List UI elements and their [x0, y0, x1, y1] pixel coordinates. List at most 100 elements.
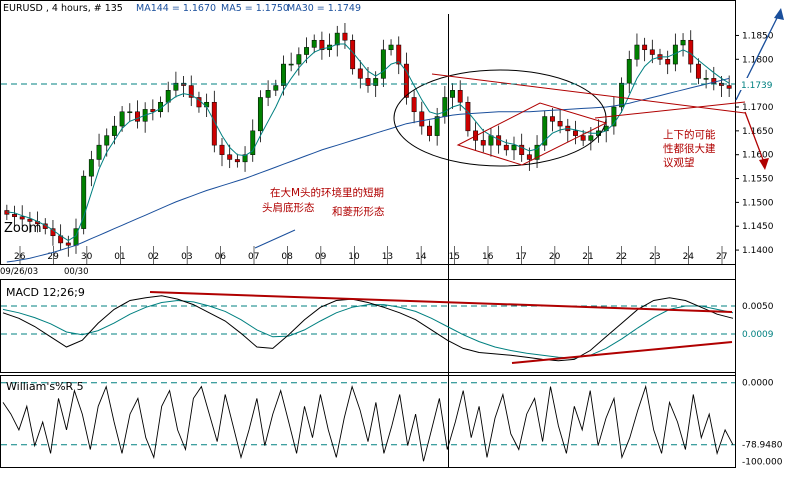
wpr-tick-label: 0.0000 [742, 379, 774, 389]
x-tick-label: 21 [582, 252, 593, 262]
candle-body [442, 97, 448, 117]
wpr-panel-frame [0, 375, 736, 468]
candle-body [711, 78, 717, 84]
x-tick-label: 13 [382, 252, 393, 262]
x-tick-label: 22 [616, 252, 627, 262]
annotation-right-2: 性都很大建 [663, 142, 716, 155]
x-tick-label: 23 [649, 252, 660, 262]
price-panel-frame [0, 0, 736, 265]
candle-body [457, 90, 463, 103]
candle-body [649, 49, 655, 55]
candle-body [549, 116, 555, 122]
candle-body [257, 97, 263, 132]
x-tick-label: 06 [215, 252, 227, 262]
candle-body [411, 97, 417, 113]
candle-body [665, 59, 671, 65]
candle-body [511, 144, 517, 151]
candle-body [334, 32, 340, 46]
candle-body [380, 49, 386, 79]
annotation-left-3: 和菱形形态 [332, 205, 385, 218]
zoom-label[interactable]: Zoom [4, 221, 41, 236]
candle-body [188, 85, 194, 98]
ma30-label: MA30 = 1.1749 [287, 3, 361, 14]
price-tick-label: 1.1800 [742, 55, 774, 65]
wpr-lines [2, 384, 734, 462]
candle-body [135, 111, 140, 122]
x-tick-label: 27 [716, 252, 727, 262]
candle-body [465, 101, 471, 132]
x-tick-label: 02 [148, 252, 159, 262]
candle-body [311, 39, 317, 48]
price-tick-label: 1.1850 [742, 31, 774, 41]
candle-body [557, 121, 563, 127]
candle-body [227, 154, 233, 160]
macd-trend-bottom [511, 341, 733, 364]
candle-body [503, 144, 509, 151]
candle-body [488, 135, 494, 146]
price-tick-label: 1.1600 [742, 151, 774, 161]
annotation-left-1: 在大M头的环境里的短期 [270, 186, 384, 199]
candle-body [288, 63, 294, 66]
candle-body [119, 111, 125, 127]
candle-body [619, 82, 625, 108]
candle-body [304, 47, 309, 55]
candle-body [626, 59, 632, 84]
candle-body [373, 78, 379, 86]
arrow-down-line [744, 111, 766, 166]
candle-body [250, 130, 256, 155]
x-tick-label: 03 [181, 252, 192, 262]
x-axis-ticks: 26 29 30 01 02 03 06 07 08 09 10 13 14 15 16 17 20 21 22 23… [14, 246, 727, 264]
candle-body [12, 214, 17, 217]
x-tick-label: 07 [248, 252, 259, 262]
candle-body [242, 154, 248, 163]
candle-body [388, 44, 394, 51]
candle-body [357, 68, 363, 79]
wpr-line [2, 384, 734, 462]
trend-line-top [431, 73, 746, 114]
price-axis-ticks: 1.1400 1.1450 1.1500 1.1550 1.1600 1.1650 1.17… [735, 31, 774, 256]
price-tick-label: 1.1700 [742, 103, 774, 113]
diamond-pattern [456, 102, 608, 166]
candle-body [19, 216, 25, 220]
candle-body [534, 144, 540, 160]
candle-body [580, 135, 586, 141]
candle-body [319, 39, 325, 51]
trend-line-bottom [594, 101, 746, 119]
macd-lines [2, 295, 734, 362]
date-start-label: 09/26/03 [0, 267, 38, 277]
candle-body [265, 90, 271, 98]
candle-body [104, 135, 110, 146]
wpr-grid: 0.0000 -78.9480 -100.000 [1, 379, 783, 467]
x-tick-label: 24 [683, 252, 695, 262]
candle-body [234, 159, 240, 163]
x-tick-label: 08 [281, 252, 293, 262]
x-tick-label: 01 [114, 252, 125, 262]
candle-body [480, 140, 486, 146]
candle-body [88, 159, 94, 177]
candle-body [634, 44, 640, 60]
price-tick-label: 1.1450 [742, 222, 774, 232]
price-tick-label: 1.1550 [742, 175, 774, 185]
macd-signal-line [2, 299, 734, 359]
candle-body [695, 63, 701, 79]
candle-body [219, 144, 225, 155]
candle-body [434, 116, 440, 136]
x-tick-label: 14 [415, 252, 427, 262]
candle-body [342, 32, 348, 41]
candle-body [111, 125, 117, 136]
macd-tick-label: 0.0050 [742, 302, 774, 312]
candle-body [419, 111, 425, 127]
arrow-down-head [759, 158, 769, 170]
macd-title: MACD 12;26;9 [6, 286, 85, 299]
ma144-label: MA144 = 1.1670 [136, 3, 216, 14]
pattern-ellipse [393, 69, 607, 167]
annotation-left-2: 头肩底形态 [262, 201, 315, 214]
x-tick-label: 15 [449, 252, 460, 262]
macd-panel-frame [0, 279, 736, 373]
candle-body [211, 101, 217, 146]
candle-body [542, 116, 548, 146]
x-tick-label: 10 [348, 252, 360, 262]
candle-body [688, 39, 694, 65]
candle-body [642, 44, 648, 51]
